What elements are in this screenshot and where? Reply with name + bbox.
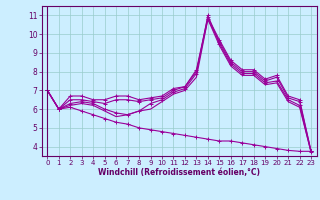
- X-axis label: Windchill (Refroidissement éolien,°C): Windchill (Refroidissement éolien,°C): [98, 168, 260, 177]
